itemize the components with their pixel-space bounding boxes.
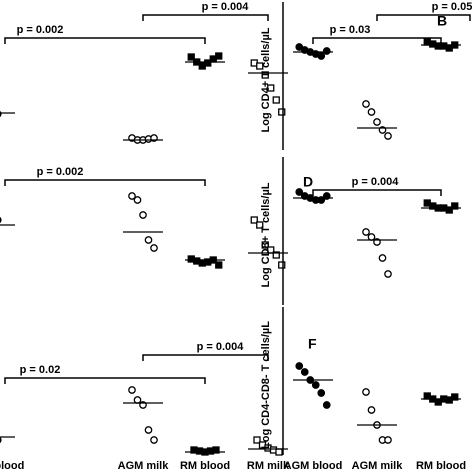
data-point <box>0 110 2 118</box>
data-point <box>272 96 280 104</box>
x-tick-label: AGM milk <box>352 460 404 472</box>
data-point <box>311 381 320 389</box>
p-value: p = 0.004 <box>197 341 245 353</box>
bracket <box>4 377 206 384</box>
data-point <box>322 401 331 409</box>
data-point <box>267 84 275 92</box>
x-tick-label: RM blood <box>416 460 466 472</box>
bracket <box>142 14 269 21</box>
data-point <box>144 236 153 244</box>
data-point <box>317 52 326 60</box>
x-tick-label: AGM blood <box>284 460 343 472</box>
data-point <box>150 244 158 252</box>
bracket <box>4 37 206 44</box>
data-point <box>445 206 453 214</box>
data-point <box>133 396 142 404</box>
data-point <box>256 62 264 70</box>
p-value: p = 0.004 <box>202 1 250 13</box>
data-point <box>215 52 223 60</box>
data-point <box>367 108 376 116</box>
data-point <box>295 188 304 196</box>
y-axis-label: Log CD8+ T cells/µL <box>260 182 272 287</box>
data-point <box>150 436 158 444</box>
data-point <box>322 47 331 55</box>
data-point <box>187 53 195 61</box>
data-point <box>144 426 153 434</box>
bracket <box>312 37 442 44</box>
p-value: p = 0.05 <box>432 1 473 13</box>
data-point <box>384 132 392 140</box>
data-point <box>272 251 280 259</box>
data-point <box>278 108 286 116</box>
data-point <box>378 254 387 262</box>
data-point <box>215 261 223 269</box>
bracket <box>312 189 442 196</box>
data-point <box>362 228 370 236</box>
data-point <box>295 362 304 370</box>
y-axis-label: Log CD4+ T cells/µL <box>260 27 272 132</box>
data-point <box>373 118 381 126</box>
x-tick-label: AGM milk <box>118 460 170 472</box>
data-point <box>278 261 286 269</box>
data-point <box>0 216 2 224</box>
p-value: p = 0.002 <box>17 24 64 36</box>
bracket <box>376 14 471 21</box>
data-point <box>261 71 269 79</box>
data-point <box>128 192 136 200</box>
x-tick-label: RM milk <box>247 460 290 472</box>
p-value: p = 0.02 <box>20 364 61 376</box>
bracket <box>4 179 206 186</box>
data-point <box>384 270 392 278</box>
data-point <box>261 241 269 249</box>
data-point <box>212 446 220 454</box>
bracket <box>142 354 269 361</box>
data-point <box>362 388 370 396</box>
p-value: p = 0.002 <box>37 166 84 178</box>
panel-label: D <box>303 174 313 190</box>
data-point <box>0 436 2 444</box>
panel-label: F <box>308 336 317 352</box>
data-point <box>128 386 136 394</box>
data-point <box>362 100 370 108</box>
data-point <box>367 233 376 241</box>
data-point <box>250 216 258 224</box>
data-point <box>256 221 264 229</box>
y-axis-label: Log CD4-CD8- T cells/µL <box>260 321 272 449</box>
x-tick-label: RM blood <box>180 460 230 472</box>
p-value: p = 0.004 <box>352 176 400 188</box>
data-point <box>204 59 212 67</box>
p-value: p = 0.03 <box>330 24 371 36</box>
data-point <box>451 393 459 401</box>
x-tick-label: AGM blood <box>0 460 24 472</box>
data-point <box>317 389 326 397</box>
data-point <box>139 211 147 219</box>
data-point <box>451 202 459 210</box>
data-point <box>300 368 309 376</box>
data-point <box>253 436 261 444</box>
data-point <box>384 436 392 444</box>
panel-label: B <box>437 13 447 29</box>
data-point <box>367 406 376 414</box>
data-point <box>275 448 283 456</box>
data-point <box>133 196 142 204</box>
